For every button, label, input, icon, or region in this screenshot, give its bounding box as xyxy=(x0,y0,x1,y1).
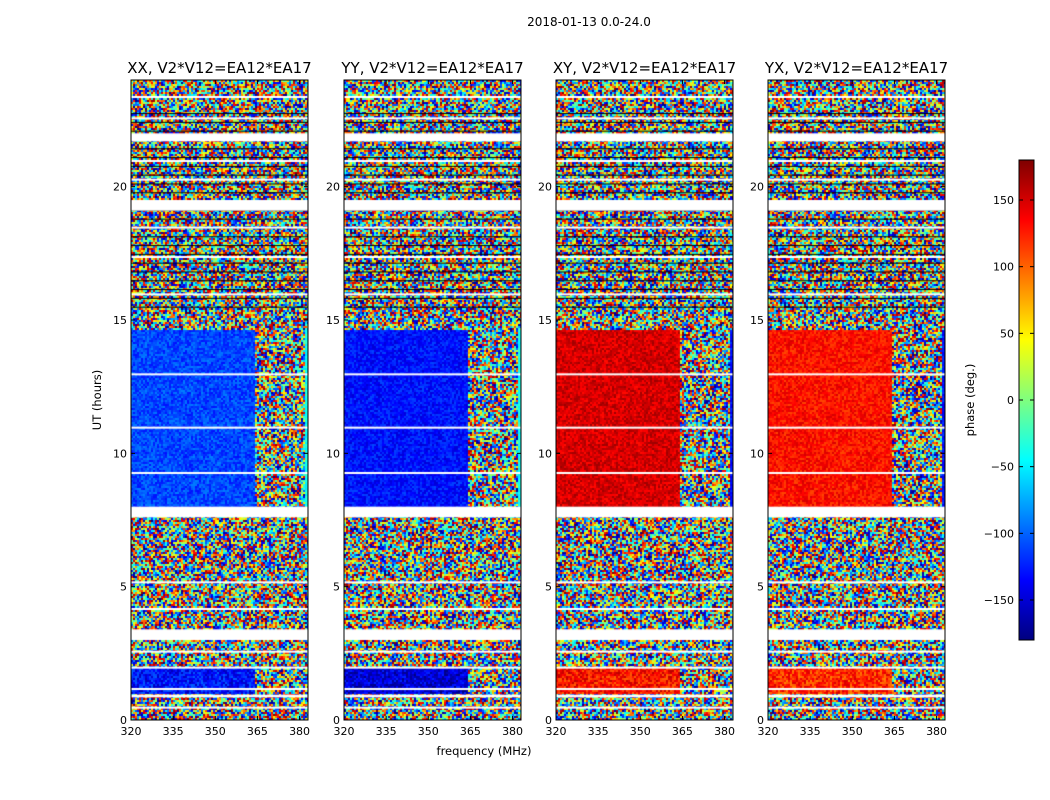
panel-4-heatmap xyxy=(768,80,945,720)
y-tick-label: 5 xyxy=(545,581,552,594)
panel-1-heatmap xyxy=(131,80,308,720)
x-tick-label: 365 xyxy=(247,725,268,738)
x-tick-label: 320 xyxy=(121,725,142,738)
panel-2-frame xyxy=(343,79,522,721)
y-tick-label: 10 xyxy=(538,447,552,460)
x-tick-label: 350 xyxy=(842,725,863,738)
y-axis-label: UT (hours) xyxy=(90,370,104,430)
x-axis-label: frequency (MHz) xyxy=(437,744,532,758)
panel-3-heatmap xyxy=(556,80,733,720)
panel-4-title: YX, V2*V12=EA12*EA17 xyxy=(764,59,948,77)
y-tick-label: 15 xyxy=(326,314,340,327)
x-tick-label: 380 xyxy=(714,725,735,738)
figure-title: 2018-01-13 0.0-24.0 xyxy=(527,15,651,29)
panel-2-heatmap xyxy=(344,80,521,720)
colorbar: −150 −100 −50 0 50 100 150 xyxy=(984,159,1035,641)
colorbar-tick-label: −150 xyxy=(984,594,1014,607)
x-tick-label: 320 xyxy=(334,725,355,738)
colorbar-tick-label: −50 xyxy=(991,461,1014,474)
y-tick-label: 15 xyxy=(113,314,127,327)
y-tick-label: 5 xyxy=(757,581,764,594)
colorbar-tick-label: 150 xyxy=(993,194,1014,207)
y-tick-label: 10 xyxy=(750,447,764,460)
colorbar-label: phase (deg.) xyxy=(963,364,977,437)
colorbar-tick-label: 0 xyxy=(1007,394,1014,407)
y-tick-label: 10 xyxy=(326,447,340,460)
panel-2-title: YY, V2*V12=EA12*EA17 xyxy=(340,59,523,77)
x-tick-label: 380 xyxy=(502,725,523,738)
panel-1-title: XX, V2*V12=EA12*EA17 xyxy=(127,59,311,77)
y-tick-label: 15 xyxy=(538,314,552,327)
panel-1-frame xyxy=(130,79,309,721)
x-tick-label: 335 xyxy=(800,725,821,738)
y-tick-label: 5 xyxy=(333,581,340,594)
y-tick-label: 5 xyxy=(120,581,127,594)
panel-4: YX, V2*V12=EA12*EA17 320 335 350 365 380 0 5 10 1… xyxy=(750,59,948,738)
panels: XX, V2*V12=EA12*EA17 320 335 350 365 380 0 5 10 1… xyxy=(113,59,948,738)
y-tick-label: 10 xyxy=(113,447,127,460)
x-tick-label: 320 xyxy=(546,725,567,738)
x-tick-label: 335 xyxy=(376,725,397,738)
x-tick-label: 350 xyxy=(630,725,651,738)
y-tick-label: 20 xyxy=(750,181,764,194)
panel-3-frame xyxy=(555,79,734,721)
panel-3-title: XY, V2*V12=EA12*EA17 xyxy=(553,59,736,77)
colorbar-tick-label: −100 xyxy=(984,527,1014,540)
x-tick-label: 320 xyxy=(758,725,779,738)
colorbar-tick-label: 50 xyxy=(1000,327,1014,340)
y-tick-label: 20 xyxy=(113,181,127,194)
x-tick-label: 350 xyxy=(205,725,226,738)
y-tick-label: 20 xyxy=(326,181,340,194)
panel-2: YY, V2*V12=EA12*EA17 320 335 350 365 380 0 5 10 1… xyxy=(326,59,524,738)
x-tick-label: 335 xyxy=(588,725,609,738)
x-tick-label: 365 xyxy=(460,725,481,738)
y-tick-label: 15 xyxy=(750,314,764,327)
x-tick-label: 380 xyxy=(289,725,310,738)
x-tick-label: 380 xyxy=(926,725,947,738)
x-tick-label: 350 xyxy=(418,725,439,738)
panel-3: XY, V2*V12=EA12*EA17 320 335 350 365 380 0 5 10 1… xyxy=(538,59,736,738)
y-tick-label: 0 xyxy=(545,714,552,727)
x-tick-label: 365 xyxy=(884,725,905,738)
y-tick-label: 20 xyxy=(538,181,552,194)
colorbar-tick-label: 100 xyxy=(993,261,1014,274)
panel-1: XX, V2*V12=EA12*EA17 320 335 350 365 380 0 5 10 1… xyxy=(113,59,312,738)
x-tick-label: 365 xyxy=(672,725,693,738)
panel-4-frame xyxy=(767,79,946,721)
y-tick-label: 0 xyxy=(757,714,764,727)
y-tick-label: 0 xyxy=(333,714,340,727)
x-tick-label: 335 xyxy=(163,725,184,738)
y-tick-label: 0 xyxy=(120,714,127,727)
